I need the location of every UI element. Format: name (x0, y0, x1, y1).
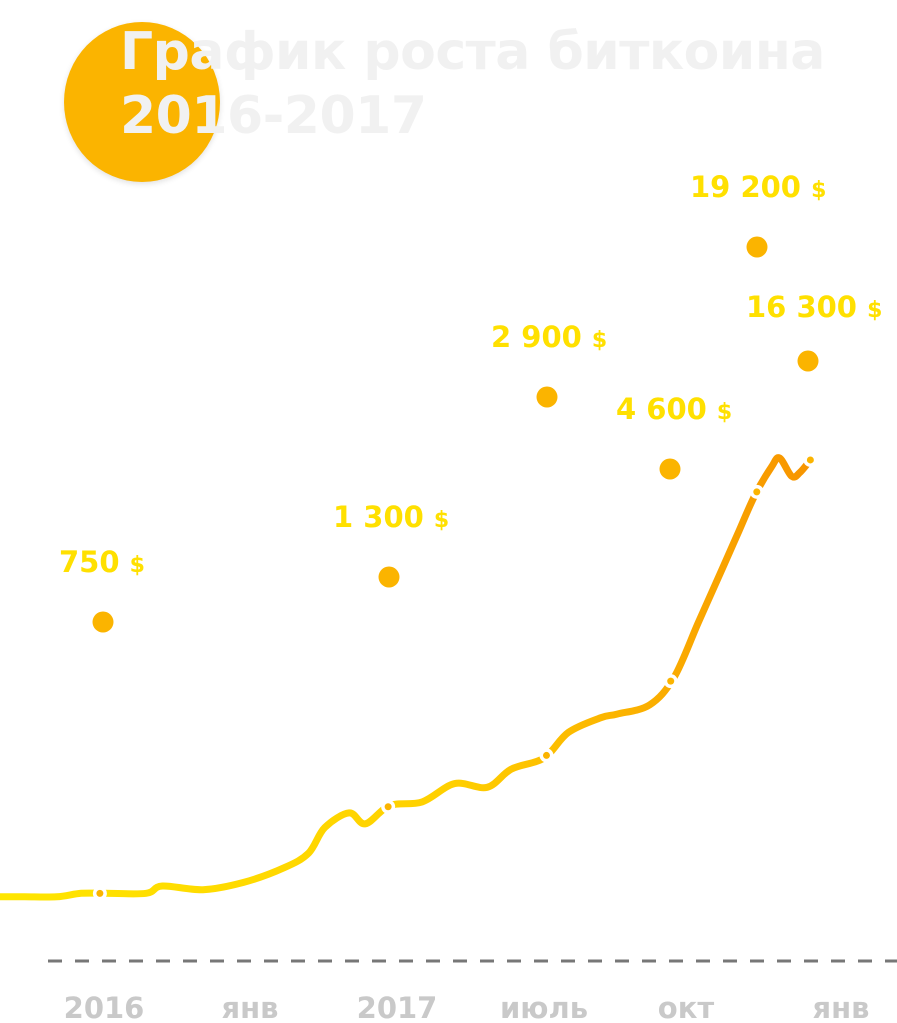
price-marker (797, 350, 819, 372)
price-label-currency: $ (592, 328, 607, 353)
price-label-value: 750 (59, 545, 130, 579)
price-label: 1 300 $ (333, 500, 449, 534)
price-label-currency: $ (434, 508, 449, 533)
price-label-currency: $ (717, 400, 732, 425)
line-notch-dot (753, 488, 761, 496)
x-tick-label: июль (500, 991, 588, 1023)
price-marker (536, 386, 558, 408)
price-marker (746, 236, 768, 258)
price-line-layer (0, 452, 818, 901)
x-axis: 2016 янв 2017 июль окт янв (48, 959, 897, 1023)
price-label-currency: $ (867, 298, 882, 323)
title-area: График роста биткоина 2016-2017 (0, 0, 897, 200)
price-label: 16 300 $ (746, 290, 882, 324)
price-label: 19 200 $ (690, 170, 826, 204)
price-markers (92, 236, 819, 633)
x-tick-label: янв (812, 991, 869, 1023)
price-label-value: 1 300 (333, 500, 434, 534)
x-tick-label: янв (221, 991, 278, 1023)
chart-title-line-2: 2016-2017 (120, 86, 427, 146)
price-line (0, 454, 816, 901)
price-marker (92, 611, 114, 633)
price-label: 750 $ (59, 545, 145, 579)
x-tick-label: 2016 (64, 991, 145, 1023)
price-label-value: 19 200 (690, 170, 811, 204)
price-marker (378, 566, 400, 588)
price-label: 4 600 $ (616, 392, 732, 426)
line-notch-dot (542, 751, 550, 759)
line-notch-dot (667, 677, 675, 685)
price-label-currency: $ (811, 178, 826, 203)
price-marker (659, 458, 681, 480)
x-tick-label: 2017 (357, 991, 438, 1023)
line-notch-dot (384, 803, 392, 811)
price-label-currency: $ (130, 553, 145, 578)
price-labels: 750 $1 300 $2 900 $4 600 $19 200 $16 300… (59, 170, 882, 579)
chart-title-line-1: График роста биткоина (120, 22, 825, 82)
line-notch-dot (806, 456, 814, 464)
x-tick-label: окт (658, 991, 715, 1023)
price-label-value: 16 300 (746, 290, 867, 324)
chart-title: График роста биткоина 2016-2017 (120, 20, 825, 148)
line-notch-dot (96, 889, 104, 897)
price-label-value: 4 600 (616, 392, 717, 426)
title-circle-decoration (64, 22, 220, 182)
price-label: 2 900 $ (491, 320, 607, 354)
price-label-value: 2 900 (491, 320, 592, 354)
